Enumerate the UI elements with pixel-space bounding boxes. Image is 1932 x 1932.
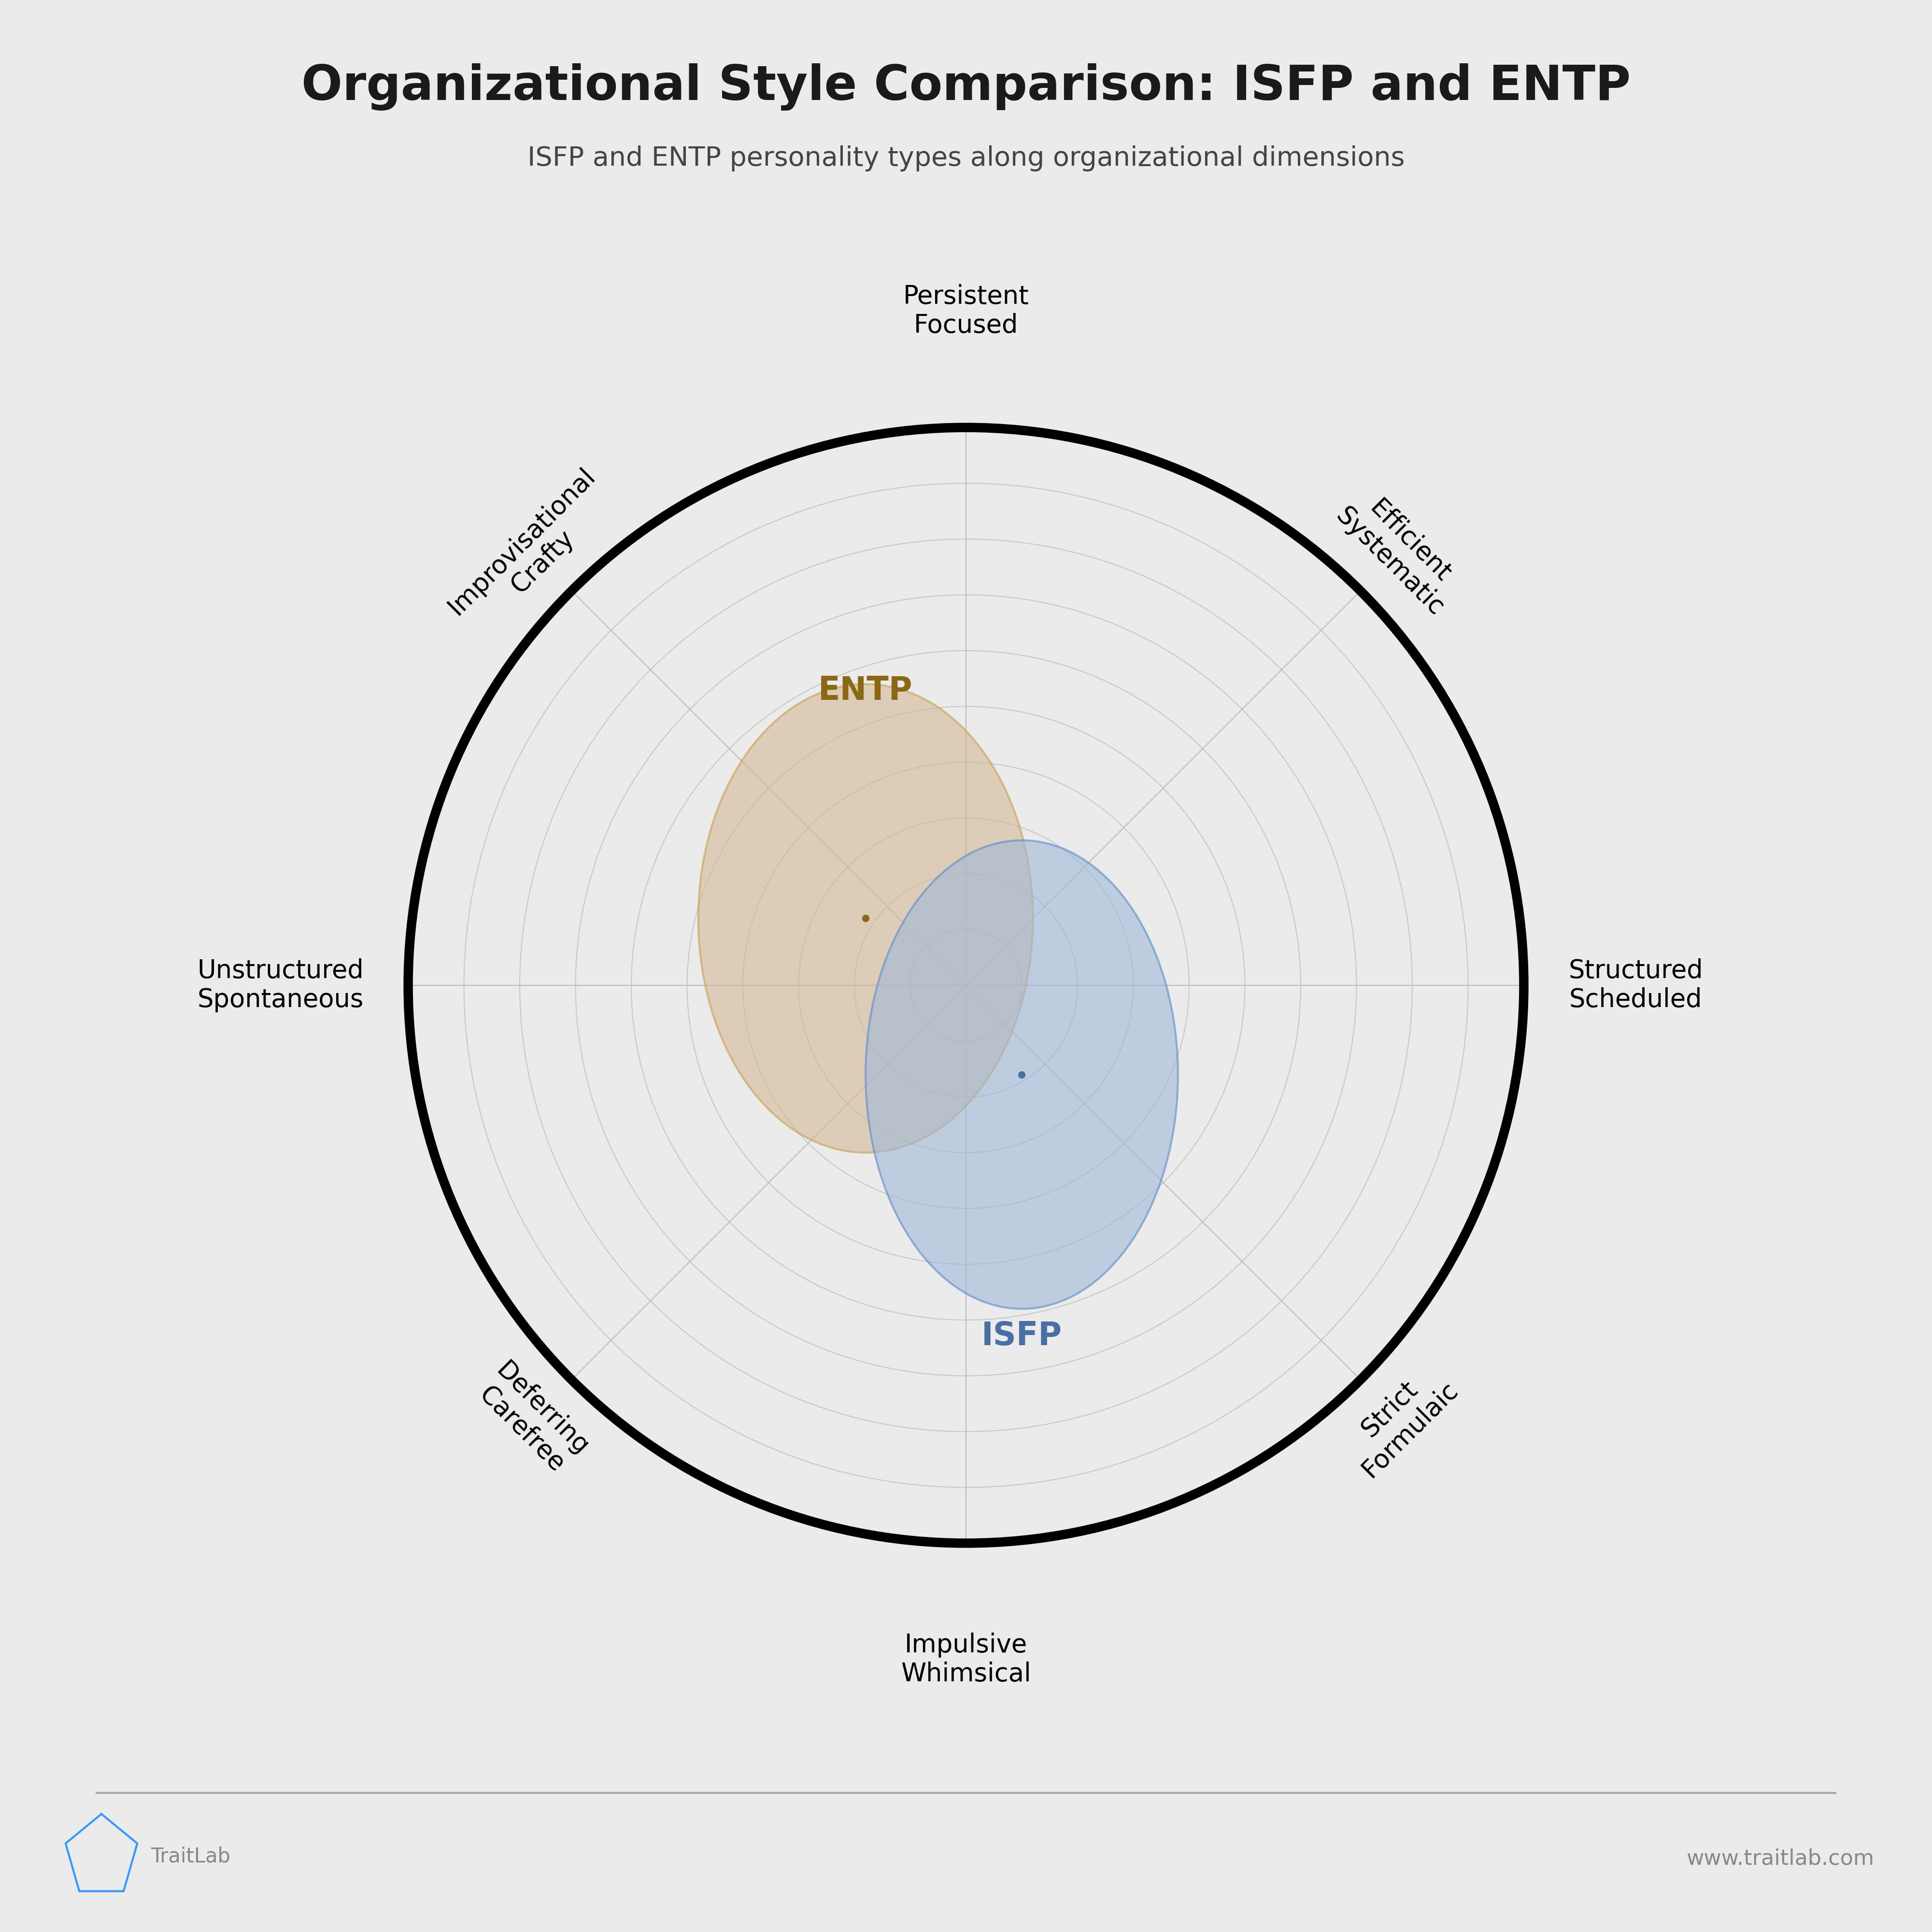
Text: TraitLab: TraitLab <box>151 1847 230 1866</box>
Text: Unstructured
Spontaneous: Unstructured Spontaneous <box>197 958 363 1012</box>
Text: ISFP: ISFP <box>981 1320 1063 1352</box>
Text: Persistent
Focused: Persistent Focused <box>902 284 1030 338</box>
Text: Organizational Style Comparison: ISFP and ENTP: Organizational Style Comparison: ISFP an… <box>301 64 1631 110</box>
Text: Structured
Scheduled: Structured Scheduled <box>1569 958 1702 1012</box>
Text: Strict
Formulaic: Strict Formulaic <box>1337 1356 1463 1482</box>
Text: Impulsive
Whimsical: Impulsive Whimsical <box>900 1633 1032 1687</box>
Ellipse shape <box>697 684 1034 1153</box>
Text: Improvisational
Crafty: Improvisational Crafty <box>444 464 620 639</box>
Text: ISFP and ENTP personality types along organizational dimensions: ISFP and ENTP personality types along or… <box>527 145 1405 172</box>
Text: www.traitlab.com: www.traitlab.com <box>1687 1849 1874 1868</box>
Text: Deferring
Carefree: Deferring Carefree <box>471 1358 593 1480</box>
Ellipse shape <box>866 840 1179 1308</box>
Text: Efficient
Systematic: Efficient Systematic <box>1331 483 1468 620</box>
Text: ENTP: ENTP <box>819 674 912 707</box>
